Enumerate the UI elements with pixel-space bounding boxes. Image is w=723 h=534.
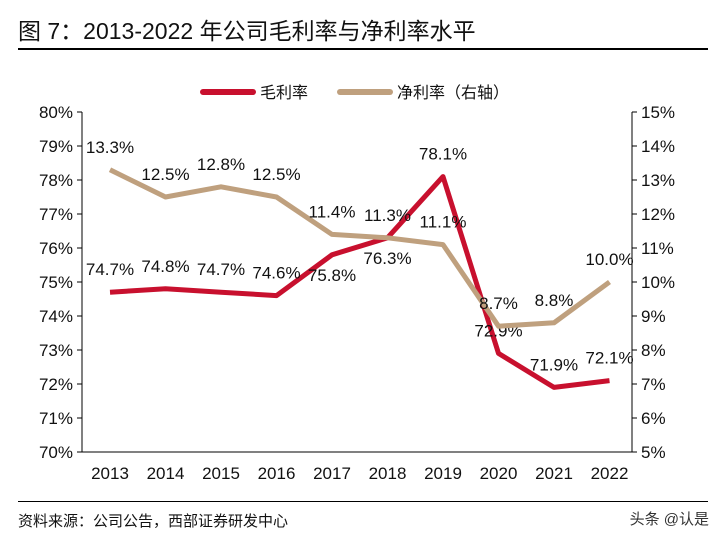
right-tick-label: 10% bbox=[641, 273, 675, 292]
legend-label: 净利率（右轴） bbox=[397, 84, 509, 102]
left-tick-label: 73% bbox=[39, 341, 73, 360]
x-tick-label: 2016 bbox=[258, 464, 296, 483]
data-label: 76.3% bbox=[363, 249, 411, 268]
left-tick-label: 70% bbox=[39, 443, 73, 462]
x-tick-label: 2021 bbox=[535, 464, 573, 483]
data-label: 78.1% bbox=[419, 145, 467, 164]
x-tick-label: 2015 bbox=[202, 464, 240, 483]
left-tick-label: 77% bbox=[39, 205, 73, 224]
figure-title: 图 7：2013-2022 年公司毛利率与净利率水平 bbox=[18, 18, 476, 44]
right-tick-label: 9% bbox=[641, 307, 666, 326]
series-line-net-margin bbox=[108, 167, 611, 329]
right-tick-label: 5% bbox=[641, 443, 666, 462]
right-tick-label: 7% bbox=[641, 375, 666, 394]
right-tick-label: 12% bbox=[641, 205, 675, 224]
left-tick-label: 76% bbox=[39, 239, 73, 258]
data-label: 71.9% bbox=[530, 355, 578, 374]
x-tick-label: 2018 bbox=[369, 464, 407, 483]
left-tick-label: 72% bbox=[39, 375, 73, 394]
legend-label: 毛利率 bbox=[260, 84, 308, 102]
left-tick-label: 79% bbox=[39, 137, 73, 156]
data-label: 11.4% bbox=[309, 202, 356, 221]
right-tick-label: 6% bbox=[641, 409, 666, 428]
source-note: 资料来源：公司公告，西部证券研发中心 bbox=[18, 513, 289, 530]
x-tick-label: 2017 bbox=[313, 464, 351, 483]
data-label: 74.7% bbox=[86, 260, 134, 279]
x-tick-label: 2014 bbox=[147, 464, 185, 483]
x-tick-label: 2022 bbox=[591, 464, 629, 483]
data-label: 12.5% bbox=[252, 165, 300, 184]
watermark: 头条 @认是 bbox=[629, 511, 709, 528]
right-tick-label: 14% bbox=[641, 137, 675, 156]
right-tick-label: 11% bbox=[641, 239, 674, 258]
x-tick-label: 2019 bbox=[424, 464, 462, 483]
left-tick-label: 71% bbox=[39, 409, 73, 428]
data-label: 8.8% bbox=[535, 291, 574, 310]
data-label: 72.1% bbox=[585, 349, 633, 368]
data-label: 11.1% bbox=[420, 213, 467, 232]
data-label: 10.0% bbox=[585, 250, 633, 269]
source-divider bbox=[18, 501, 708, 502]
left-tick-label: 80% bbox=[39, 103, 73, 122]
data-label: 74.8% bbox=[141, 257, 189, 276]
series-line-gross-margin bbox=[109, 174, 610, 390]
right-tick-label: 8% bbox=[641, 341, 666, 360]
right-tick-label: 13% bbox=[641, 171, 675, 190]
x-tick-label: 2020 bbox=[480, 464, 518, 483]
data-label: 12.8% bbox=[197, 155, 245, 174]
right-tick-label: 15% bbox=[641, 103, 675, 122]
data-label: 11.3% bbox=[364, 206, 411, 225]
data-label: 74.6% bbox=[252, 264, 300, 283]
data-label: 8.7% bbox=[479, 294, 518, 313]
data-label: 75.8% bbox=[308, 266, 356, 285]
left-tick-label: 75% bbox=[39, 273, 73, 292]
data-label: 12.5% bbox=[141, 165, 189, 184]
data-label: 74.7% bbox=[197, 260, 245, 279]
data-label: 13.3% bbox=[86, 138, 134, 157]
left-tick-label: 74% bbox=[39, 307, 73, 326]
x-tick-label: 2013 bbox=[91, 464, 129, 483]
left-tick-label: 78% bbox=[39, 171, 73, 190]
title-divider bbox=[18, 48, 708, 50]
